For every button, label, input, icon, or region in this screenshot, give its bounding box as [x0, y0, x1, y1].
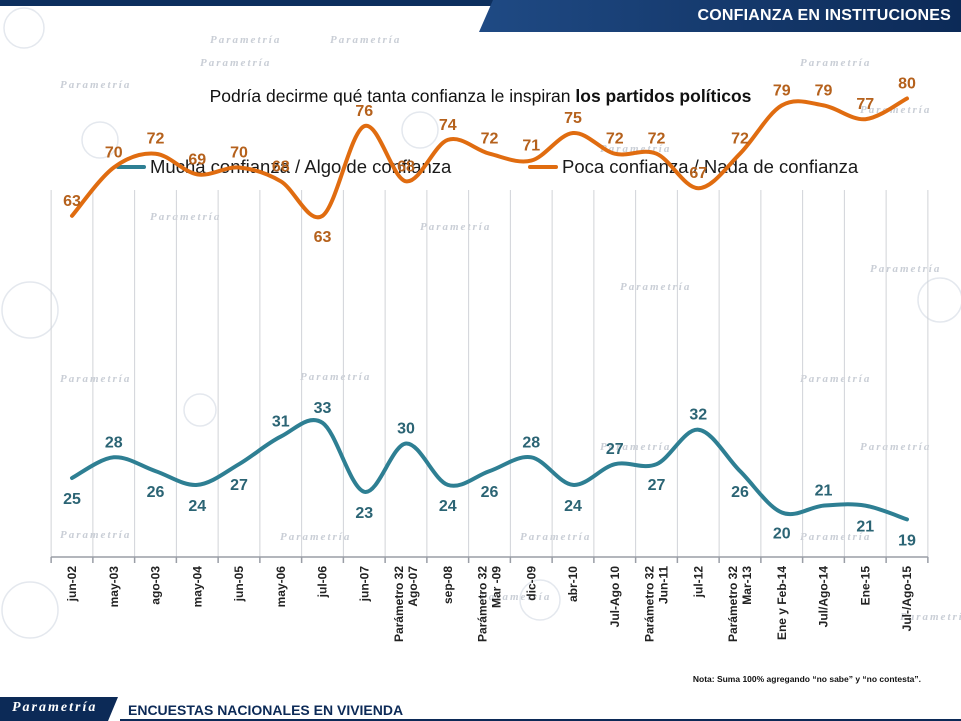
data-label-series2: 80 [898, 76, 916, 93]
data-label-series1: 24 [439, 498, 457, 515]
data-label-series1: 27 [648, 477, 666, 494]
x-tick-label: Jul-Ago 10 [608, 566, 622, 628]
x-tick-label: Parámetro 32Mar -09 [476, 566, 504, 642]
data-label-series1: 28 [105, 434, 123, 451]
x-tick-label: Jul/Ago-14 [817, 566, 831, 628]
data-label-series1: 20 [773, 526, 791, 543]
data-label-series1: 21 [856, 519, 874, 536]
legend-item-series2: Poca confianza / Nada de confianza [528, 156, 858, 178]
x-tick-label: Parámetro 32Ago-07 [392, 566, 420, 642]
data-label-series1: 26 [481, 484, 499, 501]
header-banner: CONFIANZA EN INSTITUCIONES [479, 0, 961, 32]
data-label-series1: 33 [314, 400, 332, 417]
data-label-series2: 63 [63, 193, 81, 210]
data-label-series2: 63 [314, 229, 332, 246]
data-label-series2: 79 [815, 82, 833, 99]
x-tick-label: abr-10 [566, 566, 580, 602]
x-tick-label: jul-06 [316, 566, 330, 599]
series-line-2 [70, 96, 909, 220]
footer-text: ENCUESTAS NACIONALES EN VIVIENDA [128, 702, 404, 718]
data-label-series1: 32 [689, 407, 707, 424]
data-label-series1: 28 [522, 434, 540, 451]
data-label-series2: 70 [105, 145, 123, 162]
data-label-series2: 79 [773, 82, 791, 99]
legend-item-series1: Mucha confianza / Algo de confianza [116, 156, 451, 178]
data-label-series2: 72 [731, 131, 749, 148]
legend-swatch-series1 [116, 165, 146, 169]
x-tick-label: Jul-/Ago-15 [900, 566, 914, 632]
data-label-series1: 26 [147, 484, 165, 501]
data-label-series2: 72 [606, 131, 624, 148]
data-label-series2: 74 [439, 117, 457, 134]
footer-logo-text: Parametría [12, 700, 98, 715]
top-bar [0, 0, 961, 6]
data-label-series2: 76 [355, 103, 373, 120]
x-tick-label: Ene y Feb-14 [775, 566, 789, 640]
data-label-series1: 24 [188, 498, 206, 515]
data-label-series2: 70 [230, 145, 248, 162]
question-bold-text: los partidos políticos [575, 86, 752, 106]
data-label-series1: 27 [230, 477, 248, 494]
x-tick-label: Ene-15 [858, 566, 872, 606]
x-tick-label: dic-09 [524, 566, 538, 601]
question-text: Podría decirme qué tanta confianza le in… [209, 86, 576, 106]
footer-rule [120, 719, 961, 721]
data-label-series1: 19 [898, 532, 916, 549]
data-label-series1: 23 [355, 505, 373, 522]
data-label-series1: 21 [815, 483, 833, 500]
x-tick-label: may-04 [190, 566, 204, 608]
x-tick-label: ago-03 [149, 566, 163, 605]
legend-label-series1: Mucha confianza / Algo de confianza [150, 156, 452, 177]
footer-logo: Parametría [0, 697, 118, 721]
x-tick-label: jun-07 [357, 566, 371, 603]
x-tick-label: may-06 [274, 566, 288, 608]
data-label-series2: 72 [648, 131, 666, 148]
data-label-series2: 68 [272, 158, 290, 175]
footnote: Nota: Suma 100% agregando “no sabe” y “n… [692, 674, 921, 684]
x-tick-label: Parámetro 32Mar-13 [726, 566, 754, 642]
data-label-series2: 71 [522, 138, 540, 155]
data-label-series2: 77 [856, 96, 874, 113]
data-label-series1: 31 [272, 414, 290, 431]
data-label-series2: 69 [188, 151, 206, 168]
data-label-series1: 27 [606, 441, 624, 458]
data-label-series1: 25 [63, 491, 81, 508]
x-tick-label: may-03 [107, 566, 121, 608]
data-label-series1: 26 [731, 484, 749, 501]
page-title: CONFIANZA EN INSTITUCIONES [697, 7, 951, 24]
data-label-series2: 67 [689, 165, 707, 182]
x-tick-label: sep-08 [441, 566, 455, 604]
data-label-series1: 24 [564, 498, 582, 515]
x-tick-label: jun-02 [65, 566, 79, 603]
legend-label-series2: Poca confianza / Nada de confianza [562, 156, 859, 177]
data-label-series2: 75 [564, 110, 582, 127]
data-label-series2: 72 [147, 131, 165, 148]
data-label-series1: 30 [397, 421, 415, 438]
data-label-series2: 68 [397, 158, 415, 175]
chart-question: Podría decirme qué tanta confianza le in… [0, 86, 961, 107]
x-tick-label: jul-12 [691, 566, 705, 599]
footer-bar: Parametría ENCUESTAS NACIONALES EN VIVIE… [0, 697, 961, 721]
data-label-series2: 72 [481, 131, 499, 148]
x-tick-label: jun-05 [232, 566, 246, 603]
series-line-1 [70, 418, 909, 522]
legend-swatch-series2 [528, 165, 558, 169]
x-tick-label: Parámetro 32Jun-11 [643, 566, 671, 642]
